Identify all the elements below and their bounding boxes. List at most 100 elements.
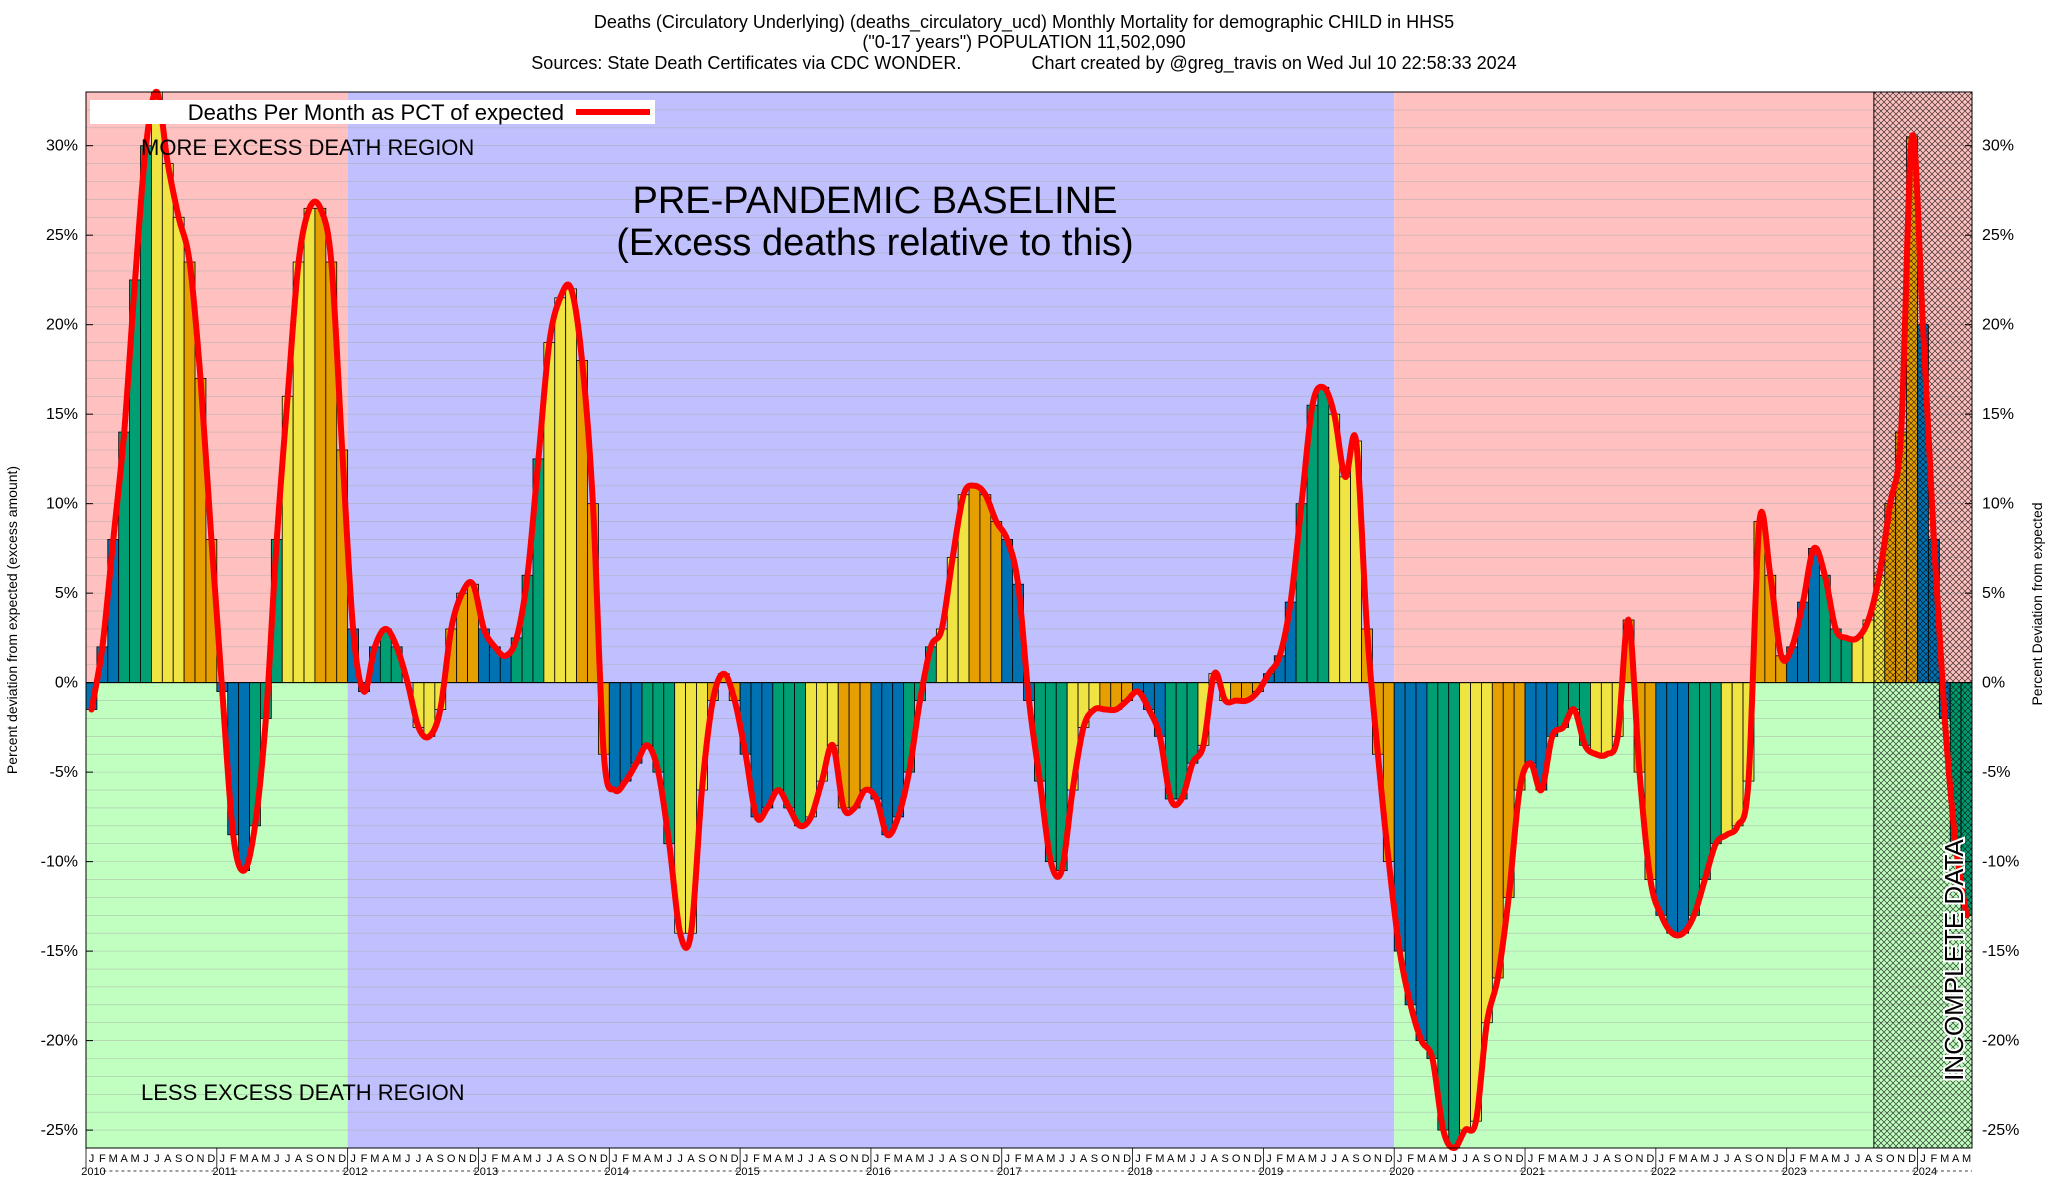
bar	[761, 682, 774, 809]
bar	[641, 682, 654, 746]
y-tick-label: 0%	[55, 675, 78, 692]
bar	[1426, 682, 1439, 1059]
x-month-label: M	[1046, 1153, 1055, 1165]
x-month-label: A	[513, 1153, 521, 1165]
bar	[238, 682, 250, 871]
x-month-label: M	[654, 1153, 663, 1165]
y-tick-label: 5%	[1982, 585, 2005, 602]
x-month-label: F	[1015, 1153, 1022, 1165]
bar	[1568, 682, 1580, 710]
x-month-label: N	[1636, 1153, 1644, 1165]
x-month-label: J	[666, 1153, 672, 1165]
x-month-label: J	[1451, 1153, 1457, 1165]
bar	[772, 682, 785, 791]
x-month-label: N	[1897, 1153, 1905, 1165]
x-month-label: N	[1766, 1153, 1774, 1165]
bar	[1099, 682, 1112, 710]
x-month-label: M	[1962, 1153, 1971, 1165]
x-month-label: M	[1548, 1153, 1557, 1165]
y-tick-label: 10%	[1982, 496, 2014, 513]
y-tick-label: -25%	[1982, 1122, 2019, 1139]
x-month-label: O	[447, 1153, 456, 1165]
legend: Deaths Per Month as PCT of expected	[90, 100, 655, 125]
x-year-label: 2011	[212, 1166, 236, 1178]
bar	[1677, 682, 1689, 934]
x-month-label: N	[589, 1153, 597, 1165]
chart-title-line-1: Deaths (Circulatory Underlying) (deaths_…	[593, 12, 1455, 32]
x-month-label: J	[154, 1153, 160, 1165]
y-tick-label: -10%	[41, 854, 78, 871]
x-month-label: J	[1135, 1153, 1141, 1165]
x-month-label: O	[1886, 1153, 1895, 1165]
bar	[968, 485, 981, 684]
x-month-label: A	[426, 1153, 434, 1165]
x-month-label: O	[709, 1153, 718, 1165]
bar	[314, 207, 327, 684]
y-tick-label: 0%	[1982, 675, 2005, 692]
y-tick-label: -5%	[50, 764, 78, 781]
x-month-label: M	[1679, 1153, 1688, 1165]
bar	[1459, 682, 1471, 1131]
x-month-label: M	[894, 1153, 903, 1165]
x-month-label: M	[1940, 1153, 1949, 1165]
x-month-label: A	[644, 1153, 652, 1165]
x-month-label: N	[1374, 1153, 1382, 1165]
x-month-label: F	[230, 1153, 237, 1165]
x-month-label: S	[1745, 1153, 1752, 1165]
x-month-label: J	[547, 1153, 553, 1165]
x-month-label: J	[1593, 1153, 1599, 1165]
x-month-label: S	[175, 1153, 182, 1165]
x-year-label: 2020	[1389, 1166, 1413, 1178]
x-year-label: 2015	[735, 1166, 759, 1178]
x-month-label: J	[797, 1153, 803, 1165]
bar	[1720, 682, 1733, 836]
x-month-label: J	[143, 1153, 149, 1165]
x-month-label: M	[370, 1153, 379, 1165]
x-month-label: M	[1177, 1153, 1186, 1165]
bar	[1731, 682, 1744, 827]
bar	[172, 216, 185, 684]
x-month-label: M	[1308, 1153, 1317, 1165]
y-tick-label: 25%	[46, 227, 78, 244]
x-month-label: J	[285, 1153, 291, 1165]
bar	[565, 288, 577, 684]
x-month-label: J	[1201, 1153, 1207, 1165]
axes	[85, 91, 1973, 1149]
more-excess-region-label: MORE EXCESS DEATH REGION	[141, 135, 474, 160]
bar	[1186, 682, 1199, 764]
x-month-label: M	[523, 1153, 532, 1165]
x-year-label: 2013	[474, 1166, 498, 1178]
x-month-label: S	[437, 1153, 444, 1165]
bar	[1317, 386, 1330, 684]
x-year-label: 2019	[1259, 1166, 1283, 1178]
x-month-label: J	[1855, 1153, 1861, 1165]
legend-label: Deaths Per Month as PCT of expected	[188, 100, 564, 125]
x-month-label: F	[361, 1153, 368, 1165]
x-month-label: O	[316, 1153, 325, 1165]
bar	[1851, 637, 1864, 684]
legend-box	[90, 100, 655, 124]
y-axis-left: 30% 25% 20% 15% 10% 5% 0% -5% -10% -15% -20% -25%	[41, 138, 93, 1139]
x-month-label: J	[274, 1153, 280, 1165]
x-year-label: 2012	[343, 1166, 367, 1178]
x-month-label: J	[1004, 1153, 1010, 1165]
x-month-label: A	[1341, 1153, 1349, 1165]
x-month-label: M	[392, 1153, 401, 1165]
x-month-label: N	[1243, 1153, 1251, 1165]
chart-title-line-2: ("0-17 years") POPULATION 11,502,090	[862, 32, 1186, 52]
bar	[1415, 682, 1428, 1042]
x-month-label: J	[677, 1153, 683, 1165]
baseline-label-line-1: PRE-PANDEMIC BASELINE	[633, 180, 1118, 222]
x-month-label: F	[491, 1153, 498, 1165]
x-month-label: O	[185, 1153, 194, 1165]
x-month-label: N	[981, 1153, 989, 1165]
bar	[1688, 682, 1700, 916]
x-month-label: A	[949, 1153, 957, 1165]
x-month-label: S	[1483, 1153, 1490, 1165]
bar	[1699, 682, 1711, 880]
x-month-label: S	[1614, 1153, 1621, 1165]
x-month-label: S	[960, 1153, 967, 1165]
y-tick-label: 15%	[1982, 406, 2014, 423]
x-month-label: F	[1407, 1153, 1414, 1165]
x-month-label: A	[120, 1153, 128, 1165]
